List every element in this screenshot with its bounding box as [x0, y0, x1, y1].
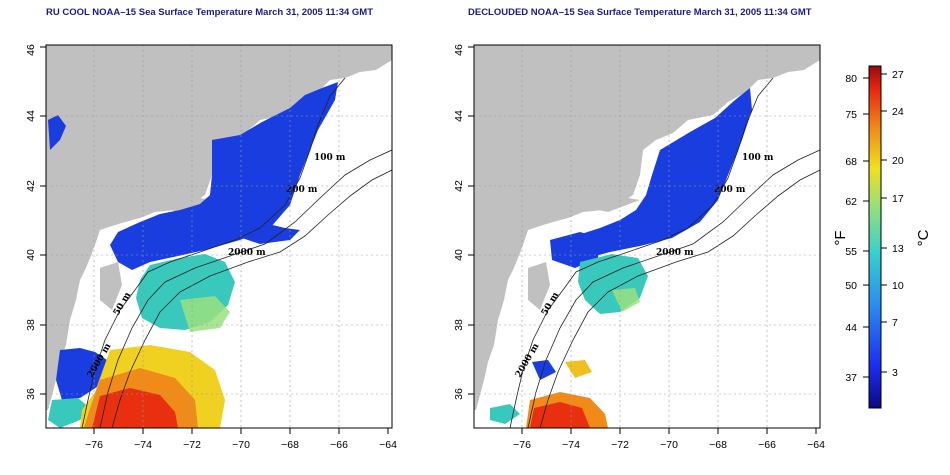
right-panel-title: DECLOUDED NOAA–15 Sea Surface Temperatur… [468, 7, 812, 18]
right-cold-water [532, 88, 752, 380]
left-long-island [160, 198, 212, 212]
right-xtick-70: −70 [660, 439, 678, 451]
c-tick-10: 10 [892, 280, 904, 292]
left-ytick-38: 38 [25, 319, 37, 331]
right-light-water [612, 288, 640, 312]
f-tick-55: 55 [845, 246, 857, 258]
right-ytick-40: 40 [453, 249, 465, 261]
left-xtick-68: −68 [281, 439, 299, 451]
left-warm-water [80, 345, 225, 428]
right-axis-ticks [468, 46, 817, 434]
right-contour-label-2000m: 2000 m [656, 248, 694, 258]
right-xtick-64: −64 [807, 439, 825, 451]
c-tick-7: 7 [892, 317, 898, 329]
c-tick-27: 27 [892, 69, 904, 81]
right-xtick-74: −74 [562, 439, 580, 451]
left-land-mass [46, 45, 392, 410]
left-grid [46, 45, 392, 428]
left-xtick-64: −64 [379, 439, 397, 451]
f-tick-68: 68 [845, 156, 857, 168]
f-tick-62: 62 [845, 196, 857, 208]
right-contour-label-100m: 100 m [742, 153, 774, 163]
left-delmarva [100, 262, 122, 310]
left-x-tick-labels: −76 −74 −72 −70 −68 −66 −64 [85, 439, 397, 451]
right-land-mass [474, 45, 820, 410]
left-xtick-66: −66 [330, 439, 348, 451]
left-contour-label-200m: 200 m [286, 185, 318, 195]
left-contour-label-2000m: 2000 m [228, 248, 266, 258]
right-y-tick-labels: 36 38 40 42 44 46 [453, 44, 465, 400]
left-xtick-72: −72 [183, 439, 201, 451]
fahrenheit-tick-labels: 80 75 68 62 55 50 44 37 [845, 73, 857, 384]
left-light-water [180, 296, 230, 332]
right-map-frame [473, 44, 821, 429]
f-tick-75: 75 [845, 109, 857, 121]
c-tick-17: 17 [892, 193, 904, 205]
left-y-tick-labels: 36 38 40 42 44 46 [25, 44, 37, 400]
c-tick-24: 24 [892, 106, 904, 118]
right-bathymetry-contours [509, 77, 821, 429]
right-xtick-68: −68 [709, 439, 727, 451]
right-ytick-44: 44 [453, 110, 465, 122]
f-tick-44: 44 [845, 322, 857, 334]
left-panel-title: RU COOL NOAA–15 Sea Surface Temperature … [46, 7, 374, 18]
f-tick-80: 80 [845, 73, 857, 85]
colorbar-ticks [863, 73, 887, 378]
right-ytick-36: 36 [453, 388, 465, 400]
c-tick-20: 20 [892, 155, 904, 167]
left-ytick-42: 42 [25, 180, 37, 192]
f-tick-50: 50 [845, 280, 857, 292]
f-tick-37: 37 [845, 372, 857, 384]
right-ytick-42: 42 [453, 180, 465, 192]
left-ytick-46: 46 [25, 44, 37, 56]
c-tick-13: 13 [892, 243, 904, 255]
left-contour-label-100m: 100 m [314, 153, 346, 163]
right-long-island [588, 198, 640, 212]
right-grid [474, 45, 820, 428]
left-xtick-76: −76 [85, 439, 103, 451]
right-warm-water [526, 360, 608, 428]
right-x-tick-labels: −76 −74 −72 −70 −68 −66 −64 [513, 439, 825, 451]
left-map-frame [45, 44, 393, 429]
left-bathymetry-contours [81, 77, 393, 429]
left-cold-water [48, 82, 338, 400]
right-xtick-72: −72 [611, 439, 629, 451]
c-tick-3: 3 [892, 367, 898, 379]
right-contour-label-200m: 200 m [714, 185, 746, 195]
right-xtick-66: −66 [758, 439, 776, 451]
right-ytick-38: 38 [453, 319, 465, 331]
right-ytick-46: 46 [453, 44, 465, 56]
temperature-colorbar: 80 75 68 62 55 50 44 37 27 24 20 17 13 1… [832, 65, 932, 409]
celsius-tick-labels: 27 24 20 17 13 10 7 3 [892, 69, 904, 379]
left-map-panel: 100 m 200 m 2000 m 50 m 2000 m −76 −74 [25, 44, 397, 451]
colorbar-gradient [868, 65, 882, 409]
left-ytick-36: 36 [25, 388, 37, 400]
celsius-unit-label: °C [915, 229, 932, 246]
left-ytick-40: 40 [25, 249, 37, 261]
left-ytick-44: 44 [25, 110, 37, 122]
left-xtick-70: −70 [232, 439, 250, 451]
left-xtick-74: −74 [134, 439, 152, 451]
left-axis-ticks [40, 46, 389, 434]
right-xtick-76: −76 [513, 439, 531, 451]
right-delmarva [528, 262, 550, 310]
fahrenheit-unit-label: °F [832, 230, 849, 245]
right-map-panel: 100 m 200 m 2000 m 50 m 2000 m −76 −74 −… [453, 44, 825, 451]
